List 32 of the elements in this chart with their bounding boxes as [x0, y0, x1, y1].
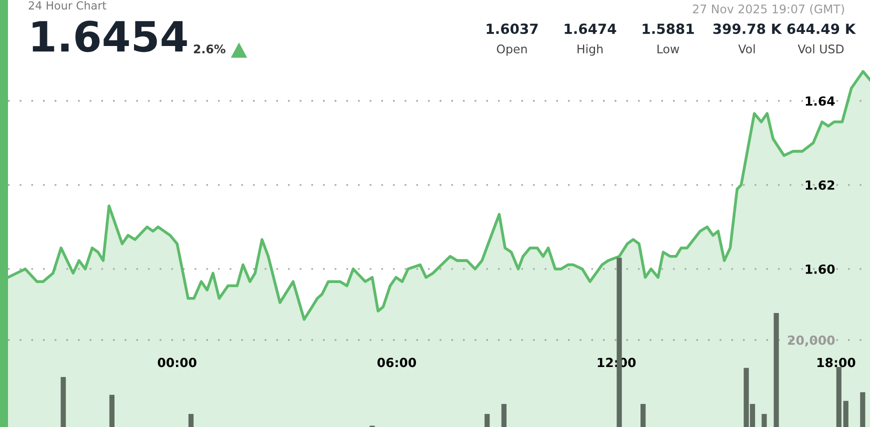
y-tick-label: 1.60: [806, 264, 835, 274]
chart-subtitle: 27 Nov 2025 19:07 (GMT): [692, 4, 844, 15]
annotation: 2.6%: [194, 44, 226, 54]
annotation: 1.6037: [486, 24, 538, 34]
bar: [762, 414, 767, 427]
bar: [640, 404, 646, 427]
x-tick-label: 00:00: [158, 358, 196, 368]
annotation: Vol USD: [798, 44, 844, 54]
bar: [860, 392, 866, 427]
annotation: Low: [658, 44, 680, 54]
bar: [188, 414, 194, 427]
annotation: 1.6474: [564, 24, 616, 34]
bar: [843, 400, 848, 427]
bar: [109, 394, 115, 427]
bar: [501, 404, 507, 427]
bar: [484, 414, 490, 427]
bar: [774, 313, 779, 427]
chart-title: 24 Hour Chart: [28, 1, 106, 10]
annotation: 644.49 K: [787, 24, 856, 34]
y2-tick-label: 20,000: [788, 335, 835, 347]
annotation: 399.78 K: [713, 24, 782, 34]
y-tick-label: 1.62: [806, 180, 834, 190]
annotation: 1.6454: [32, 20, 187, 52]
annotation: Open: [496, 44, 527, 56]
x-tick-label: 18:00: [817, 358, 856, 368]
annotation: 1.5881: [642, 24, 694, 34]
bar: [836, 366, 842, 427]
annotation: High: [578, 44, 603, 56]
bar: [60, 376, 66, 427]
y-tick-label: 1.64: [806, 96, 835, 106]
x-tick-label: 06:00: [377, 358, 416, 368]
annotation: Vol: [738, 44, 755, 54]
